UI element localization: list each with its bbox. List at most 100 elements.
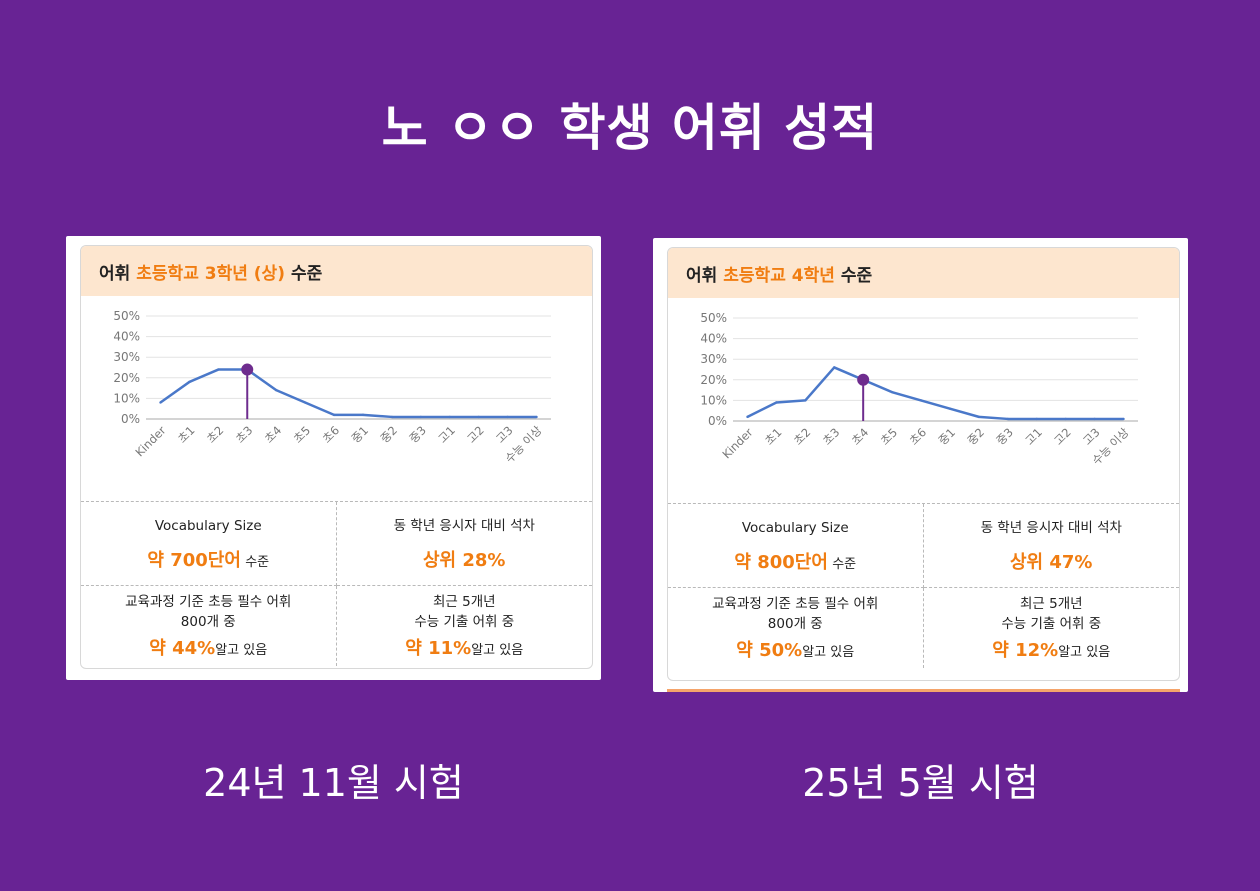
x-tick-label: 중2 (377, 423, 400, 446)
stats-grid: Vocabulary Size 약 700단어 수준 동 학년 응시자 대비 석… (81, 501, 592, 666)
curriculum-value: 약 44% (149, 638, 216, 659)
y-tick-label: 30% (700, 352, 727, 366)
x-tick-label: 고1 (435, 423, 458, 446)
x-tick-label: 초6 (320, 423, 343, 446)
y-tick-label: 50% (113, 309, 140, 323)
suneung-unit: 알고 있음 (471, 643, 524, 658)
data-point (890, 390, 894, 394)
x-tick-label: 고3 (493, 423, 516, 446)
x-tick-label: 고2 (1051, 425, 1074, 448)
curriculum-unit: 알고 있음 (802, 645, 855, 660)
highlight-marker (857, 373, 870, 386)
header-suffix: 수준 (290, 263, 323, 284)
x-tick-label: 초2 (204, 423, 227, 446)
page-title: 노 ㅇㅇ 학생 어휘 성적 (381, 99, 879, 157)
vocab-size-cell: Vocabulary Size 약 700단어 수준 (81, 502, 337, 586)
data-point (448, 415, 451, 419)
report-header: 어휘 초등학교 3학년 (상) 수준 (81, 246, 592, 296)
suneung-line2: 수능 기출 어휘 중 (1001, 616, 1102, 632)
suneung-value: 약 12% (992, 640, 1059, 661)
header-level: 초등학교 4학년 (723, 265, 835, 286)
suneung-line2: 수능 기출 어휘 중 (414, 614, 515, 630)
data-point (361, 413, 365, 417)
curriculum-line1: 교육과정 기준 초등 필수 어휘 (712, 596, 879, 612)
data-point (390, 415, 394, 419)
series-line (746, 366, 1124, 421)
report-card-nov-2024: 어휘 초등학교 3학년 (상) 수준 50% 40% 30% 20% 10% 0% Kind… (66, 236, 601, 680)
highlight-marker (241, 363, 254, 376)
suneung-line1: 최근 5개년 (432, 594, 496, 610)
header-prefix: 어휘 (686, 265, 718, 286)
x-tick-label: 중2 (964, 425, 987, 448)
data-point (332, 413, 336, 417)
suneung-cell: 최근 5개년 수능 기출 어휘 중 약 11%알고 있음 (337, 586, 593, 666)
data-point (977, 415, 981, 419)
vocab-size-unit: 수준 (832, 556, 857, 572)
caption-nov-2024: 24년 11월 시험 (203, 761, 464, 805)
x-tick-label: 중3 (993, 425, 1016, 448)
vocab-size-value: 약 700단어 (147, 549, 241, 571)
data-point (948, 407, 952, 410)
rank-label: 동 학년 응시자 대비 석차 (980, 519, 1122, 536)
suneung-unit: 알고 있음 (1058, 645, 1111, 660)
curriculum-cell: 교육과정 기준 초등 필수 어휘 800개 중 약 44%알고 있음 (81, 586, 337, 666)
y-tick-label: 30% (113, 350, 140, 364)
data-point (274, 388, 278, 392)
y-tick-label: 10% (113, 391, 140, 405)
x-tick-label: 초1 (762, 425, 785, 448)
x-tick-label: 초5 (291, 423, 314, 446)
data-point (833, 366, 836, 369)
distribution-chart: 50% 40% 30% 20% 10% 0% Kinder 초1 초2 초3 초4 초5 초6 중1 중2 중… (668, 298, 1179, 503)
rank-cell: 동 학년 응시자 대비 석차 상위 47% (923, 504, 1179, 588)
data-point (775, 401, 778, 404)
y-tick-label: 40% (700, 332, 727, 346)
x-tick-label: 고1 (1022, 425, 1045, 448)
x-tick-label: 고3 (1080, 425, 1103, 448)
x-tick-label: 초3 (233, 423, 256, 446)
data-point (188, 380, 191, 384)
report-panel: 어휘 초등학교 4학년 수준 50% 40% 30% 20% 10% 0% Kinder 초1… (667, 247, 1180, 681)
distribution-chart: 50% 40% 30% 20% 10% 0% Kinder 초1 초2 초3 초4 초5 초6 중1 중2 중… (81, 296, 592, 501)
rank-value: 상위 47% (1010, 551, 1093, 573)
x-tick-label: 중1 (349, 423, 372, 446)
data-point (159, 401, 162, 404)
report-header: 어휘 초등학교 4학년 수준 (668, 248, 1179, 298)
y-tick-label: 50% (700, 311, 727, 325)
series-line (159, 368, 537, 419)
y-tick-label: 10% (700, 393, 727, 407)
y-tick-label: 20% (113, 371, 140, 385)
y-tick-label: 40% (113, 330, 140, 344)
data-point (506, 415, 509, 419)
header-suffix: 수준 (840, 265, 873, 286)
data-point (535, 415, 538, 419)
x-tick-label: 초4 (262, 423, 285, 446)
data-point (217, 368, 220, 371)
curriculum-cell: 교육과정 기준 초등 필수 어휘 800개 중 약 50%알고 있음 (668, 588, 924, 668)
y-tick-label: 0% (121, 412, 140, 426)
x-tick-label: 초5 (878, 425, 901, 448)
x-tick-label: 초2 (791, 425, 814, 448)
report-card-may-2025: 어휘 초등학교 4학년 수준 50% 40% 30% 20% 10% 0% Kinder 초1… (653, 238, 1188, 692)
data-point (303, 401, 307, 404)
x-tick-label: 중3 (406, 423, 429, 446)
orange-divider (667, 689, 1180, 692)
data-point (1064, 417, 1067, 421)
x-tick-label: 초3 (820, 425, 843, 448)
curriculum-line1: 교육과정 기준 초등 필수 어휘 (125, 594, 292, 610)
x-tick-label: Kinder (719, 425, 755, 461)
suneung-cell: 최근 5개년 수능 기출 어휘 중 약 12%알고 있음 (924, 588, 1180, 668)
curriculum-unit: 알고 있음 (215, 643, 268, 658)
suneung-value: 약 11% (405, 638, 472, 659)
x-tick-label: 중1 (936, 425, 959, 448)
suneung-line1: 최근 5개년 (1019, 596, 1083, 612)
y-tick-label: 0% (708, 414, 727, 428)
y-tick-label: 20% (700, 373, 727, 387)
rank-label: 동 학년 응시자 대비 석차 (393, 517, 535, 534)
header-level: 초등학교 3학년 (상) (136, 263, 285, 284)
rank-cell: 동 학년 응시자 대비 석차 상위 28% (336, 502, 592, 586)
data-point (804, 399, 807, 402)
x-tick-label: 초6 (907, 425, 930, 448)
vocab-size-label: Vocabulary Size (741, 519, 849, 536)
x-tick-label: 고2 (464, 423, 487, 446)
curriculum-value: 약 50% (736, 640, 803, 661)
